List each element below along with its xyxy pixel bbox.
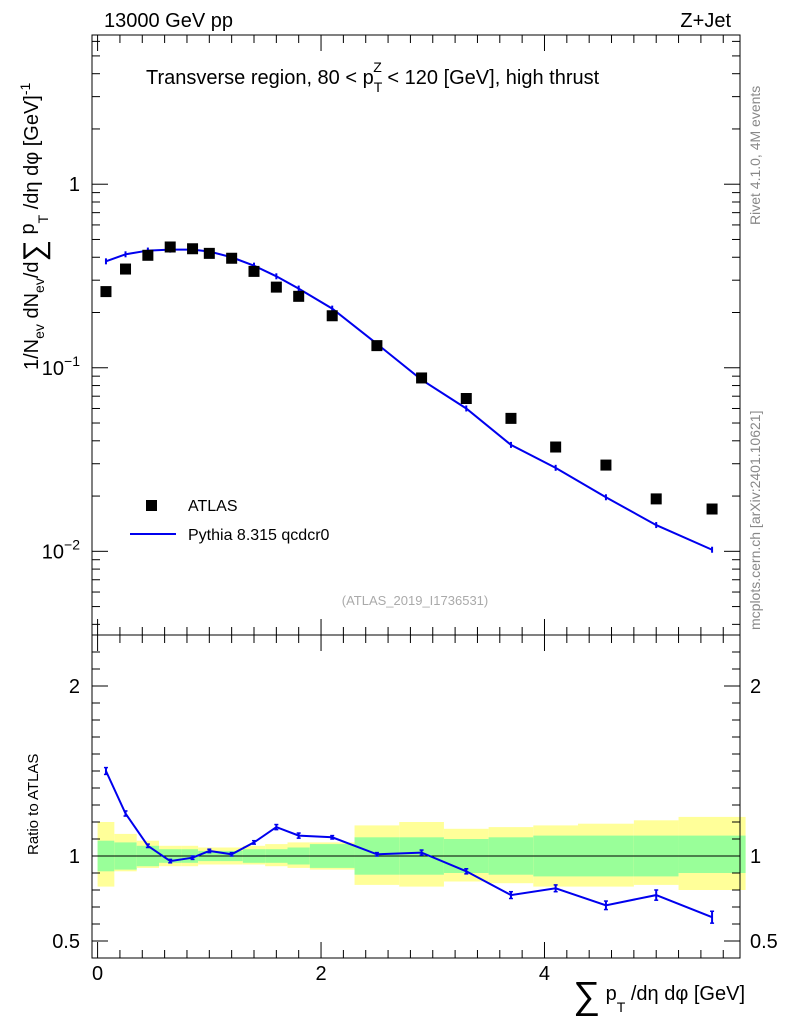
data-point [270,281,282,293]
data-point [550,441,562,453]
xtick-label: 4 [539,963,550,985]
ratio-ytick-label-right: 0.5 [750,931,778,953]
main-ytick-label: 1 [69,174,80,196]
data-point [416,372,428,384]
xtick-label: 2 [315,963,326,985]
main-ticks [92,35,740,635]
data-point [187,243,199,255]
main-ylabel: 1/Nev dNev/d∑ pT /dη dφ [GeV]-1 [17,82,51,370]
ratio-ytick-label-left: 0.5 [52,931,80,953]
process-label: Z+Jet [680,10,731,32]
ratio-ytick-labels: 2 2 1 1 0.5 0.5 [52,676,778,953]
ratio-ytick-label-left: 1 [69,846,80,868]
energy-label: 13000 GeV pp [104,10,233,32]
ratio-ticks [92,634,740,959]
data-point [164,241,176,253]
ratio-ytick-label-left: 2 [69,676,80,698]
ratio-xtick-labels: 0 2 4 [92,963,550,985]
data-point [505,412,517,424]
legend-pythia-label: Pythia 8.315 qcdcr0 [188,527,330,544]
mcplots-label: mcplots.cern.ch [arXiv:2401.10621] [747,411,763,630]
ratio-panel: 2 2 1 1 0.5 0.5 0 2 4 Ratio to ATLAS ∑ pT /dη d… [25,634,778,1017]
main-panel: 1 10−1 10−2 Transverse region, 80 < pTZ < … [17,34,741,636]
ratio-ytick-label-right: 1 [750,846,761,868]
main-ytick-label: 10−1 [42,353,80,380]
data-point [203,247,215,259]
main-title: Transverse region, 80 < pTZ < 120 [GeV],… [146,59,600,95]
main-frame [91,34,741,636]
data-point [371,340,383,352]
data-point [120,263,132,275]
ratio-ylabel: Ratio to ATLAS [25,754,42,855]
ratio-marks [103,766,715,924]
data-point [650,493,662,505]
main-ytick-label: 10−2 [42,536,80,563]
data-point [326,310,338,322]
xaxis-label: ∑ pT /dη dφ [GeV] [573,975,745,1017]
xtick-label: 0 [92,963,103,985]
uncertainty-band-inner [678,835,746,873]
main-marks [100,241,718,553]
data-point [142,249,154,261]
ratio-ytick-label-right: 2 [750,676,761,698]
data-point [706,503,718,515]
data-point [226,252,238,264]
legend: ATLAS Pythia 8.315 qcdcr0 [130,498,330,544]
ratio-frame [91,634,741,959]
legend-atlas-marker [146,500,157,511]
analysis-watermark: (ATLAS_2019_I1736531) [342,593,488,608]
main-ytick-labels: 1 10−1 10−2 [42,174,80,563]
data-point [248,265,260,277]
data-point [600,459,612,471]
data-point [293,290,305,302]
data-point [100,286,112,298]
data-point [460,393,472,405]
rivet-version-label: Rivet 4.1.0, 4M events [747,86,763,225]
legend-atlas-label: ATLAS [188,498,238,515]
